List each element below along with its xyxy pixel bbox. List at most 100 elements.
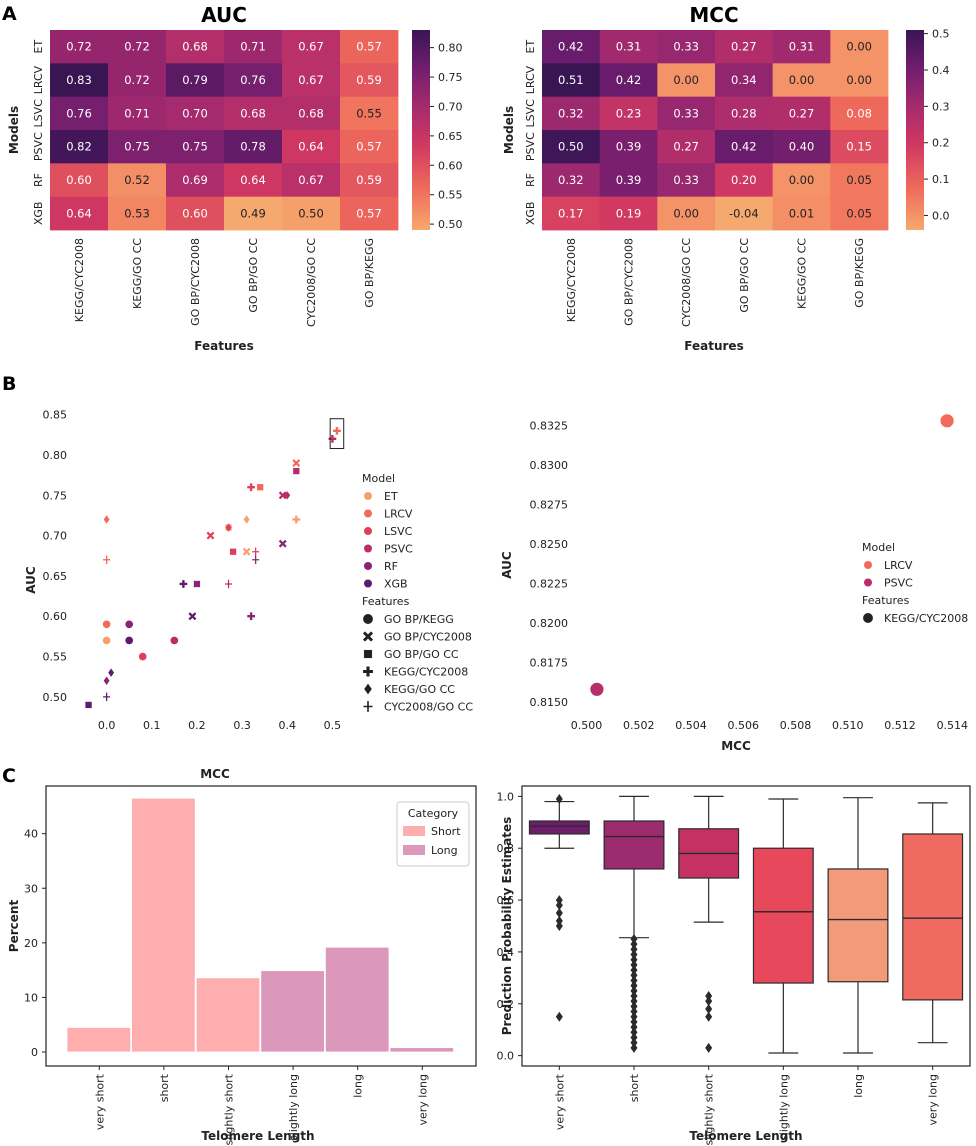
x-tick-label: 0.1 <box>143 719 161 732</box>
heatmap-cell-label: 0.31 <box>789 40 815 54</box>
heatmap-cell <box>50 96 109 131</box>
heatmap-cell-label: 0.00 <box>673 206 699 220</box>
heatmap-cell-label: 0.79 <box>182 73 208 87</box>
heatmap-cell <box>772 30 831 64</box>
histogram-legend-title: Category <box>408 807 459 820</box>
col-label-go-bp-kegg: GO BP/KEGG <box>363 238 376 308</box>
heatmap-cell-label: 0.00 <box>789 173 815 187</box>
heatmap-cell <box>224 130 283 164</box>
x-tick-label: 0.504 <box>675 719 707 732</box>
heatmap-cell-label: 0.27 <box>673 140 699 154</box>
heatmap-cell <box>715 196 774 231</box>
heatmap-cell <box>715 130 774 164</box>
heatmap-cell <box>542 30 601 64</box>
x-tick-label: 0.512 <box>884 719 916 732</box>
heatmap-cell-label: 0.64 <box>66 206 92 220</box>
panel-label-c: C <box>2 765 16 787</box>
heatmap-cell-label: 0.59 <box>356 173 382 187</box>
heatmap-cell-label: 0.76 <box>240 73 266 87</box>
heatmap-cell-label: 0.50 <box>298 206 324 220</box>
heatmap-cell-label: 0.76 <box>66 106 92 120</box>
box-outlier-short <box>630 996 638 1007</box>
heatmap-cell-label: 0.42 <box>558 40 584 54</box>
heatmap-cell <box>166 196 225 231</box>
mcc-title: MCC <box>689 3 738 27</box>
point-lrcv-kegg-cyc2008 <box>940 414 954 428</box>
mcc-ylabel: Models <box>502 106 516 154</box>
x-tick-label: 0.4 <box>279 719 297 732</box>
heatmap-cell-label: 0.71 <box>240 40 266 54</box>
heatmap-cell <box>282 30 341 64</box>
heatmap-cell <box>772 130 831 164</box>
box-outlier-short <box>630 1022 638 1033</box>
boxplot: Telomere Length Prediction Probability E… <box>497 785 971 1145</box>
heatmap-cell <box>282 96 341 131</box>
col-label-cyc2008-go-cc: CYC2008/GO CC <box>305 238 318 327</box>
heatmap-cell-label: 0.50 <box>558 140 584 154</box>
heatmap-cell-label: 0.64 <box>240 173 266 187</box>
heatmap-cell <box>108 63 167 98</box>
heatmap-cell-label: 0.52 <box>124 173 150 187</box>
scatter-zoom-ylabel: AUC <box>500 551 514 579</box>
x-tick-label: 0.3 <box>233 719 251 732</box>
row-label-lsvc: LSVC <box>524 99 537 128</box>
x-tick-label: 0.2 <box>188 719 206 732</box>
heatmap-cell-label: 0.40 <box>789 140 815 154</box>
box-outlier-very-short <box>555 908 563 919</box>
heatmap-cell <box>340 63 399 98</box>
y-tick-label: 0 <box>31 1046 38 1059</box>
row-label-xgb: XGB <box>524 202 537 226</box>
heatmap-cell <box>657 30 716 64</box>
heatmap-cell <box>772 96 831 131</box>
heatmap-cell-label: 0.67 <box>298 173 324 187</box>
x-tick-label: 0.502 <box>623 719 655 732</box>
y-tick-label: 0.8300 <box>530 459 569 472</box>
heatmap-cell <box>657 96 716 131</box>
legend-marker-cyc2008-go-cc <box>363 701 373 712</box>
legend-label-go-bp-cyc2008: GO BP/CYC2008 <box>384 631 472 644</box>
bar-very-short <box>66 1027 131 1053</box>
point-rf-kegg-cyc2008 <box>247 612 255 621</box>
legend-marker-kegg-go-cc <box>364 683 372 695</box>
y-tick-label: 0.2 <box>497 998 515 1011</box>
scatter-zoom: MCC AUC 0.500 0.502 0.504 0.506 0.508 0.510 0.… <box>500 414 968 753</box>
colorbar-tick-label: 0.70 <box>438 100 463 113</box>
heatmap-cell-label: 0.00 <box>673 73 699 87</box>
heatmap-cell <box>340 96 399 131</box>
heatmap-cell <box>830 63 889 98</box>
heatmap-cell-label: 0.08 <box>846 106 872 120</box>
heatmap-cell-label: 0.55 <box>356 106 382 120</box>
heatmap-cell <box>542 163 601 198</box>
legend-label-lsvc: LSVC <box>384 525 413 538</box>
heatmap-cell-label: 0.67 <box>298 40 324 54</box>
box-outlier-short <box>630 970 638 981</box>
y-tick-label: 1.0 <box>497 790 515 803</box>
legend-title-model: Model <box>862 541 895 554</box>
box-outlier-short <box>630 949 638 960</box>
y-tick-label: 0.60 <box>43 610 68 623</box>
heatmap-cell <box>340 130 399 164</box>
point-lsvc-cyc2008-go-cc <box>252 547 260 556</box>
heatmap-cell-label: 0.27 <box>731 40 757 54</box>
row-label-psvc: PSVC <box>32 132 45 161</box>
heatmap-cell-label: 0.15 <box>846 140 872 154</box>
heatmap-cell-label: 0.60 <box>182 206 208 220</box>
heatmap-cell <box>50 30 109 64</box>
row-label-lrcv: LRCV <box>32 65 45 94</box>
heatmap-cell <box>830 163 889 198</box>
box-long <box>827 868 889 983</box>
point-xgb-cyc2008-go-cc <box>103 692 111 702</box>
x-tick-label: slightly short <box>703 1073 716 1145</box>
point-lrcv-kegg-cyc2008 <box>333 426 341 435</box>
heatmap-cell-label: 0.75 <box>182 140 208 154</box>
box-outlier-very-short <box>555 793 563 804</box>
colorbar-tick-label: 0.1 <box>932 173 950 186</box>
heatmap-cell-label: 0.49 <box>240 206 266 220</box>
x-tick-label: 0.510 <box>832 719 864 732</box>
heatmap-cell <box>224 163 283 198</box>
box-outlier-short <box>630 959 638 970</box>
y-tick-label: 10 <box>24 991 38 1004</box>
legend-label-lrcv: LRCV <box>384 508 413 521</box>
colorbar-tick-label: 0.3 <box>932 100 950 113</box>
heatmap-cell <box>224 63 283 98</box>
